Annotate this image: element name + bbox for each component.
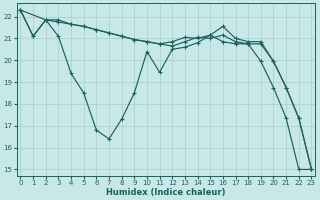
- X-axis label: Humidex (Indice chaleur): Humidex (Indice chaleur): [106, 188, 226, 197]
